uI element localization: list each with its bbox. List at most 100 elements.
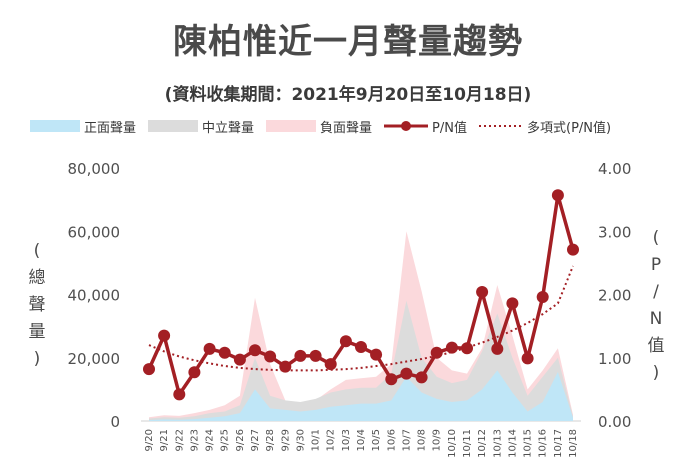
pn-point	[158, 329, 171, 342]
pn-point	[551, 189, 564, 202]
pn-point	[173, 388, 186, 401]
legend-item-pn: P/N值	[384, 117, 467, 136]
legend-item-neutral: 中立聲量	[148, 117, 254, 136]
y-left-tick-label: 60,000	[68, 223, 121, 241]
y-left-tick-label: 20,000	[68, 350, 121, 368]
pn-point	[339, 335, 352, 348]
pn-point	[461, 342, 473, 355]
pn-point	[400, 367, 413, 380]
legend-pn-marker-svg	[384, 121, 429, 131]
legend-label-positive: 正面聲量	[84, 120, 137, 136]
x-tick-label: 9/26	[235, 429, 246, 451]
x-tick-label: 9/25	[220, 429, 231, 451]
y-axis-right-label-char: /	[653, 282, 659, 302]
x-tick-label: 10/13	[492, 429, 503, 458]
x-tick-label: 10/10	[447, 429, 458, 458]
x-tick-label: 10/3	[341, 429, 352, 451]
x-tick-label: 9/28	[265, 429, 276, 451]
pn-point	[203, 342, 216, 355]
legend-line-trend	[479, 119, 523, 133]
chart-subtitle: (資料收集期間：2021年9月20日至10月18日)	[164, 85, 532, 105]
x-tick-label: 9/29	[280, 429, 291, 451]
x-tick-label: 9/23	[189, 429, 200, 451]
legend-label-neutral: 中立聲量	[202, 120, 255, 136]
pn-point	[536, 291, 549, 303]
legend-item-positive: 正面聲量	[30, 117, 136, 136]
pn-point	[188, 366, 201, 379]
x-tick-label: 10/5	[371, 429, 382, 451]
x-tick-label: 9/20	[144, 429, 155, 451]
x-tick-label: 9/30	[295, 429, 306, 451]
pn-point	[445, 341, 458, 354]
chart-title: 陳柏惟近一月聲量趨勢	[173, 22, 523, 62]
y-axis-right-label-char: P	[650, 255, 662, 275]
x-tick-label: 10/8	[417, 429, 428, 451]
pn-point	[309, 349, 322, 362]
pn-point	[294, 349, 307, 362]
y-left-tick-label: 80,000	[68, 160, 121, 178]
x-tick-label: 10/7	[401, 429, 412, 451]
y-axis-left-label-char: 量	[28, 322, 46, 342]
y-right-tick-label: 0.00	[598, 413, 631, 431]
x-tick-label: 9/22	[174, 429, 185, 451]
x-tick-label: 10/1	[311, 429, 322, 451]
x-tick-label: 10/6	[386, 429, 397, 451]
pn-point	[249, 344, 261, 357]
pn-point	[521, 352, 534, 365]
legend-swatch-positive	[30, 120, 80, 132]
x-tick-label: 10/16	[538, 429, 549, 458]
pn-point	[355, 341, 367, 353]
legend-line-pn	[384, 119, 429, 133]
legend: 正面聲量 中立聲量 負面聲量 P/N值 多項式(P	[30, 116, 690, 136]
pn-point	[143, 363, 155, 376]
x-tick-label: 10/12	[477, 429, 488, 458]
legend-item-trend: 多項式(P/N值)	[479, 117, 611, 136]
y-axis-left-label: ( 總聲量)	[26, 238, 48, 373]
y-axis-right-label: ( P / N 值)	[645, 225, 667, 387]
pn-point	[218, 346, 231, 359]
legend-swatch-negative	[266, 120, 317, 132]
legend-label-pn: P/N值	[432, 120, 467, 136]
pn-point	[264, 350, 277, 363]
x-tick-label: 10/9	[432, 429, 443, 451]
pn-point	[567, 243, 579, 256]
y-right-tick-label: 1.00	[598, 350, 631, 368]
y-right-tick-label: 2.00	[598, 287, 631, 305]
pn-point	[385, 373, 398, 386]
y-axis-right-label-char: (	[652, 228, 660, 248]
y-axis-left-label-char: 聲	[28, 295, 46, 315]
pn-point	[324, 358, 337, 371]
x-tick-label: 9/21	[159, 429, 170, 451]
pn-point	[476, 286, 489, 298]
pn-point	[415, 371, 428, 384]
x-tick-label: 10/14	[507, 429, 518, 458]
legend-label-trend: 多項式(P/N值)	[527, 120, 612, 136]
x-tick-label: 10/17	[553, 429, 564, 458]
area-positive	[149, 370, 573, 421]
x-tick-label: 10/18	[568, 429, 579, 458]
y-axis-right-label-char: 值	[647, 336, 665, 356]
pn-point	[370, 348, 383, 361]
legend-trend-marker-svg	[479, 125, 523, 127]
x-tick-label: 10/2	[326, 429, 337, 451]
x-tick-label: 10/15	[523, 429, 534, 458]
legend-item-negative: 負面聲量	[266, 117, 372, 136]
pn-point	[430, 346, 443, 359]
x-tick-label: 9/24	[205, 429, 216, 451]
x-tick-label: 10/11	[462, 429, 473, 458]
legend-swatch-neutral	[148, 120, 199, 132]
y-axis-left-label-char: 總	[28, 268, 46, 288]
pn-point	[506, 297, 519, 310]
y-axis-right-label-char: N	[649, 309, 663, 329]
y-axis-left-label-char: (	[33, 241, 41, 261]
pn-point	[491, 342, 504, 355]
pn-point	[279, 360, 292, 373]
y-left-tick-label: 40,000	[68, 287, 121, 305]
x-tick-label: 9/27	[250, 429, 261, 451]
y-right-tick-label: 3.00	[598, 223, 631, 241]
y-axis-right-label-char: )	[652, 363, 660, 383]
pn-point	[233, 353, 246, 366]
y-right-tick-label: 4.00	[598, 160, 631, 178]
y-axis-left-label-char: )	[33, 349, 41, 369]
